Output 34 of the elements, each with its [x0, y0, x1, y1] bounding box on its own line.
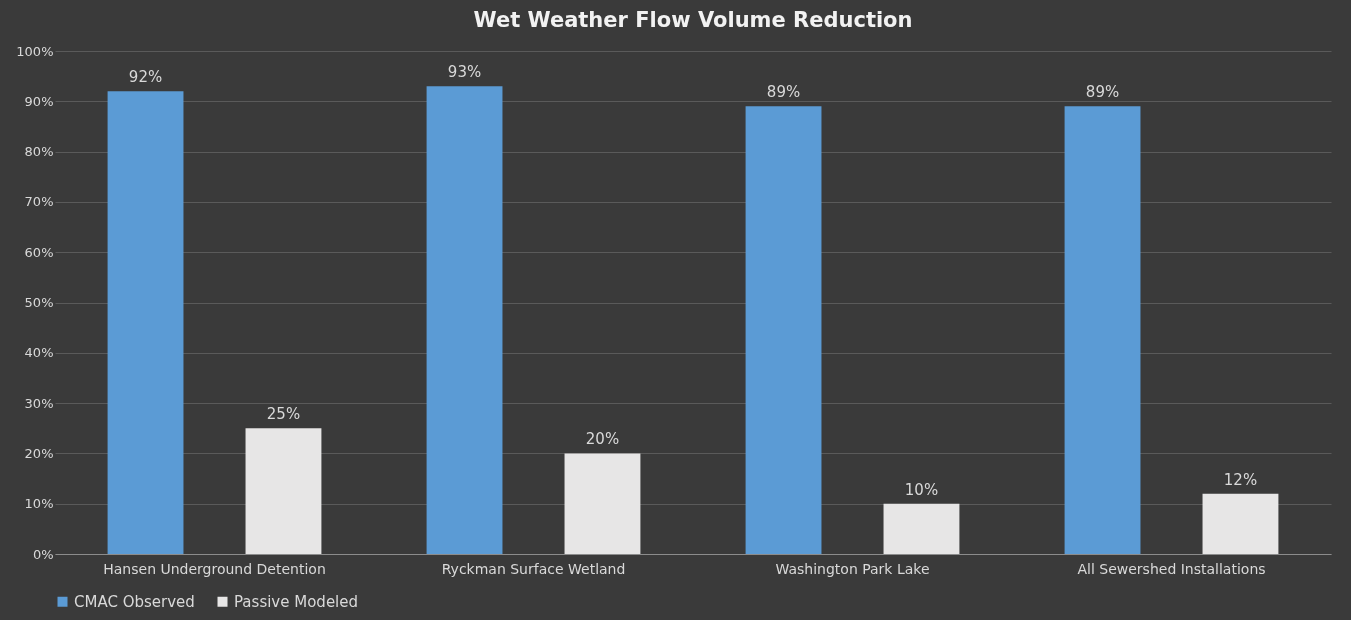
y-tick-label: 90%: [24, 93, 54, 109]
bar: [745, 106, 822, 554]
chart-title: Wet Weather Flow Volume Reduction: [473, 8, 913, 32]
y-tick-label: 70%: [24, 194, 54, 210]
y-tick-label: 10%: [24, 496, 54, 512]
y-tick-label: 30%: [24, 395, 54, 411]
bar: [1202, 493, 1279, 554]
data-label: 92%: [128, 68, 163, 87]
y-tick-label: 80%: [24, 144, 54, 160]
y-tick-label: 60%: [24, 244, 54, 260]
data-label: 12%: [1223, 470, 1258, 489]
data-label: 93%: [447, 63, 482, 82]
bar: [564, 453, 641, 554]
x-tick-label: Washington Park Lake: [775, 560, 930, 577]
bar: [107, 91, 184, 554]
x-tick-label: All Sewershed Installations: [1077, 560, 1266, 577]
data-label: 20%: [585, 430, 620, 449]
data-label: 89%: [766, 83, 801, 102]
bar: [883, 503, 960, 554]
legend-label: Passive Modeled: [234, 592, 359, 611]
y-tick-label: 0%: [32, 546, 54, 562]
x-tick-label: Hansen Underground Detention: [103, 560, 326, 577]
data-label: 25%: [266, 405, 301, 424]
bar: [245, 428, 322, 554]
y-tick-label: 20%: [24, 445, 54, 461]
y-tick-label: 50%: [24, 295, 54, 310]
legend-label: CMAC Observed: [74, 592, 195, 611]
bar: [1064, 106, 1141, 554]
y-tick-label: 40%: [24, 345, 54, 361]
bar: [426, 86, 503, 554]
y-tick-label: 100%: [16, 43, 54, 59]
data-label: 10%: [904, 480, 939, 499]
x-tick-label: Ryckman Surface Wetland: [441, 560, 626, 577]
data-label: 89%: [1085, 83, 1120, 102]
